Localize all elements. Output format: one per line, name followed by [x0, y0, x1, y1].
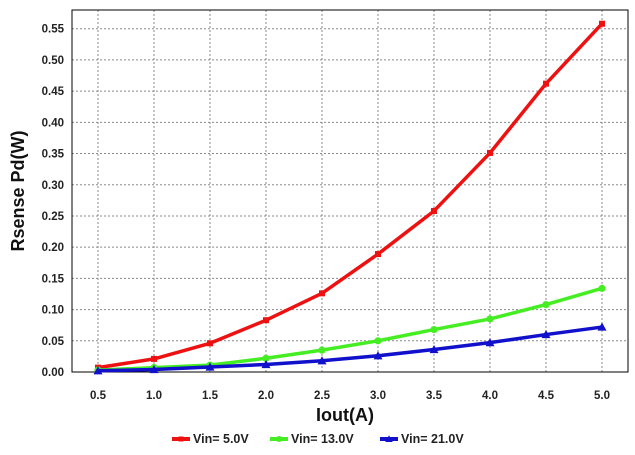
y-tick-label: 0.25 — [42, 211, 65, 223]
data-point — [262, 354, 270, 362]
data-point — [207, 340, 213, 347]
data-point — [276, 436, 282, 442]
data-point — [149, 365, 159, 374]
series — [95, 20, 605, 371]
legend-item: Vin= 21.0V — [380, 432, 464, 446]
series-group — [93, 20, 607, 375]
x-tick-label: 4.0 — [482, 390, 498, 402]
data-point — [598, 284, 606, 292]
y-tick-label: 0.15 — [42, 273, 65, 285]
x-tick-label: 0.5 — [90, 390, 107, 402]
data-point — [151, 355, 157, 362]
legend-label: Vin= 13.0V — [291, 432, 354, 446]
data-point — [485, 338, 495, 347]
x-tick-label: 2.0 — [258, 390, 274, 402]
y-axis-ticks: 0.00 0.05 0.10 0.15 0.20 0.25 0.30 0.35 0.40 0.45… — [42, 24, 65, 379]
y-tick-label: 0.40 — [42, 117, 64, 129]
series-line — [96, 286, 604, 372]
data-point — [263, 317, 269, 324]
y-tick-label: 0.20 — [42, 242, 64, 254]
y-tick-label: 0.05 — [42, 336, 65, 348]
data-point — [543, 80, 549, 87]
x-axis-title: Iout(A) — [316, 405, 374, 425]
plot-area-frame — [71, 9, 629, 373]
data-point — [429, 345, 439, 354]
series — [93, 322, 607, 375]
data-point — [318, 346, 326, 354]
data-point — [319, 290, 325, 297]
data-point — [261, 360, 271, 369]
data-point — [373, 351, 383, 360]
y-tick-label: 0.00 — [42, 367, 64, 379]
series-line — [96, 325, 604, 373]
data-point — [375, 251, 381, 258]
y-tick-label: 0.45 — [42, 86, 65, 98]
y-tick-label: 0.10 — [42, 305, 64, 317]
data-point — [486, 315, 494, 323]
y-tick-label: 0.35 — [42, 149, 65, 161]
data-point — [430, 325, 438, 334]
y-tick-label: 0.50 — [42, 55, 64, 67]
data-point — [93, 366, 103, 375]
y-tick-label: 0.30 — [42, 180, 64, 192]
y-tick-label: 0.55 — [42, 24, 65, 36]
data-point — [374, 337, 382, 345]
data-point — [178, 436, 184, 442]
x-tick-label: 1.5 — [202, 390, 219, 402]
data-point — [317, 356, 327, 365]
series-line — [96, 21, 604, 370]
data-point — [597, 322, 607, 331]
legend-item: Vin= 5.0V — [172, 432, 249, 446]
x-tick-label: 5.0 — [594, 390, 610, 402]
data-point — [541, 330, 551, 339]
legend: Vin= 5.0V Vin= 13.0V Vin= 21.0V — [172, 432, 464, 446]
data-point — [542, 300, 550, 309]
x-tick-label: 3.0 — [370, 390, 386, 402]
legend-label: Vin= 5.0V — [193, 432, 249, 446]
data-point — [205, 362, 215, 371]
grid — [72, 10, 628, 372]
legend-label: Vin= 21.0V — [401, 432, 464, 446]
data-point — [385, 435, 393, 442]
data-point — [487, 149, 493, 156]
y-axis-title: Rsense Pd(W) — [8, 130, 28, 251]
series — [94, 284, 606, 374]
data-point — [431, 207, 437, 214]
x-tick-label: 1.0 — [146, 390, 162, 402]
x-tick-label: 3.5 — [426, 390, 443, 402]
legend-item: Vin= 13.0V — [270, 432, 354, 446]
x-tick-label: 4.5 — [538, 390, 555, 402]
data-point — [599, 20, 605, 27]
x-tick-label: 2.5 — [314, 390, 331, 402]
x-axis-ticks: 0.5 1.0 1.5 2.0 2.5 3.0 3.5 4.0 4.5 5.0 — [90, 390, 610, 402]
